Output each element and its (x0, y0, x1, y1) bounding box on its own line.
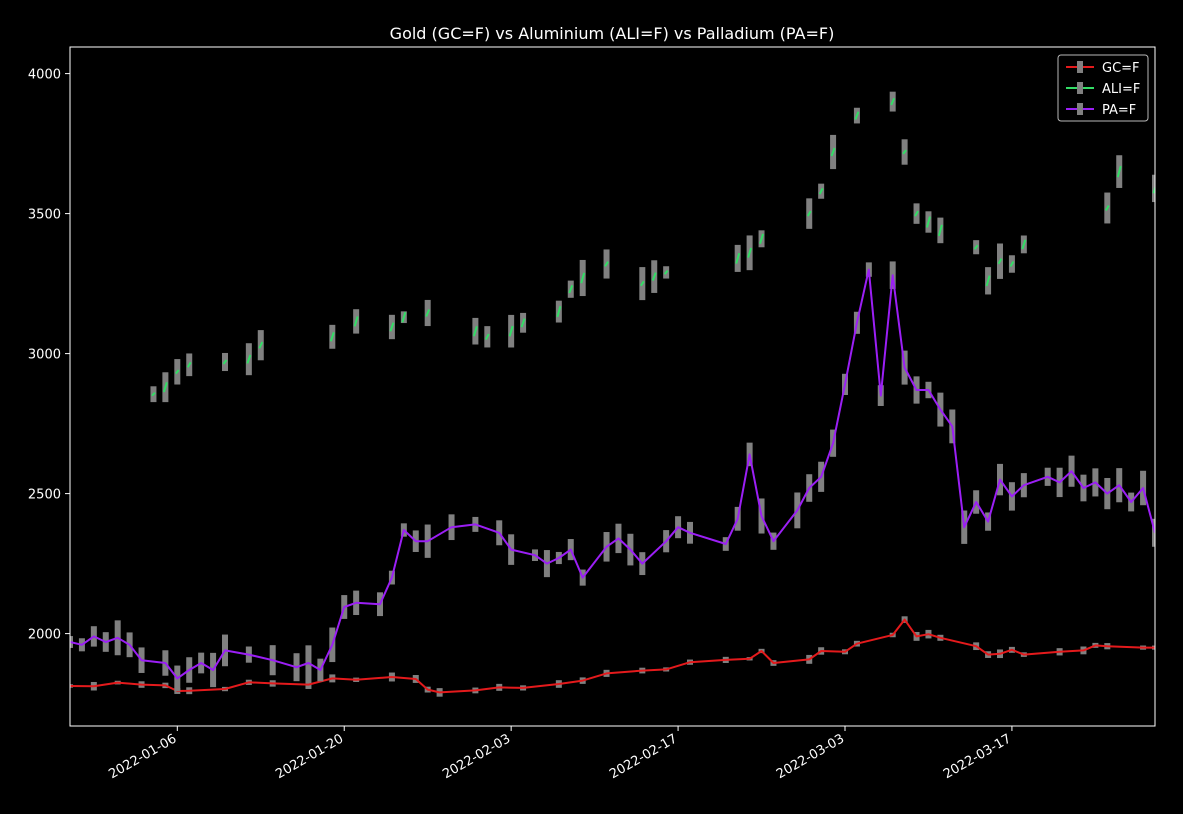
data-point (735, 252, 741, 264)
data-point (925, 216, 931, 228)
data-point (854, 111, 860, 120)
data-point (258, 341, 264, 349)
data-point (162, 382, 168, 393)
legend-label: GC=F (1102, 61, 1140, 76)
data-point (556, 305, 562, 318)
data-point (151, 391, 156, 397)
y-tick-label: 2000 (28, 628, 61, 643)
plot-frame (69, 46, 1156, 727)
data-point (747, 247, 753, 258)
data-point (806, 210, 812, 217)
data-point (937, 224, 943, 237)
legend-item: ALI=F (1066, 82, 1140, 97)
data-point (639, 280, 645, 287)
data-point (890, 97, 896, 106)
data-point (1116, 165, 1122, 178)
legend-swatch-bar (1077, 61, 1083, 73)
data-point (1009, 261, 1015, 267)
data-point (484, 333, 490, 341)
data-point (472, 325, 478, 337)
data-point (1152, 185, 1155, 194)
data-point (997, 258, 1003, 265)
data-point (902, 149, 907, 155)
data-point (389, 322, 395, 332)
data-point (914, 210, 919, 217)
series-line (70, 618, 1155, 694)
data-point (759, 233, 764, 245)
y-axis: 2000 2500 3000 3500 4000 (28, 68, 70, 643)
data-point (651, 272, 657, 281)
data-point (508, 325, 514, 337)
data-point (604, 261, 609, 267)
legend-item: PA=F (1066, 103, 1136, 118)
chart-title: Gold (GC=F) vs Aluminium (ALI=F) vs Pall… (390, 24, 835, 43)
series-ali-f (150, 91, 1155, 403)
y-tick-label: 3500 (28, 208, 61, 223)
legend-swatch-bar (1077, 82, 1083, 94)
series-gc-f (70, 616, 1155, 697)
legend-label: PA=F (1102, 103, 1136, 118)
data-point (222, 359, 228, 365)
legend-label: ALI=F (1102, 82, 1140, 97)
data-point (580, 272, 586, 284)
data-point (401, 311, 407, 323)
data-point (568, 284, 574, 294)
legend-item: GC=F (1066, 61, 1140, 76)
data-point (186, 361, 192, 368)
series-line (70, 268, 1155, 680)
data-point (973, 244, 979, 250)
data-point (1021, 239, 1027, 250)
y-tick-label: 3000 (28, 348, 61, 363)
data-point (329, 331, 335, 342)
data-point (985, 275, 991, 287)
range-bar (1152, 174, 1155, 203)
legend-swatch-bar (1077, 103, 1083, 115)
data-point (663, 270, 669, 275)
series-layer (70, 91, 1155, 697)
data-point (353, 316, 359, 327)
data-point (425, 309, 431, 317)
data-point (175, 369, 180, 375)
y-tick-label: 4000 (28, 68, 61, 83)
data-point (830, 147, 836, 157)
y-tick-label: 2500 (28, 488, 61, 503)
data-point (1104, 205, 1110, 211)
series-pa-f (70, 261, 1155, 692)
data-point (246, 354, 252, 364)
data-point (520, 318, 526, 328)
legend: GC=F ALI=F PA=F (1057, 54, 1149, 122)
data-point (818, 187, 824, 195)
range-bar (1152, 518, 1155, 547)
